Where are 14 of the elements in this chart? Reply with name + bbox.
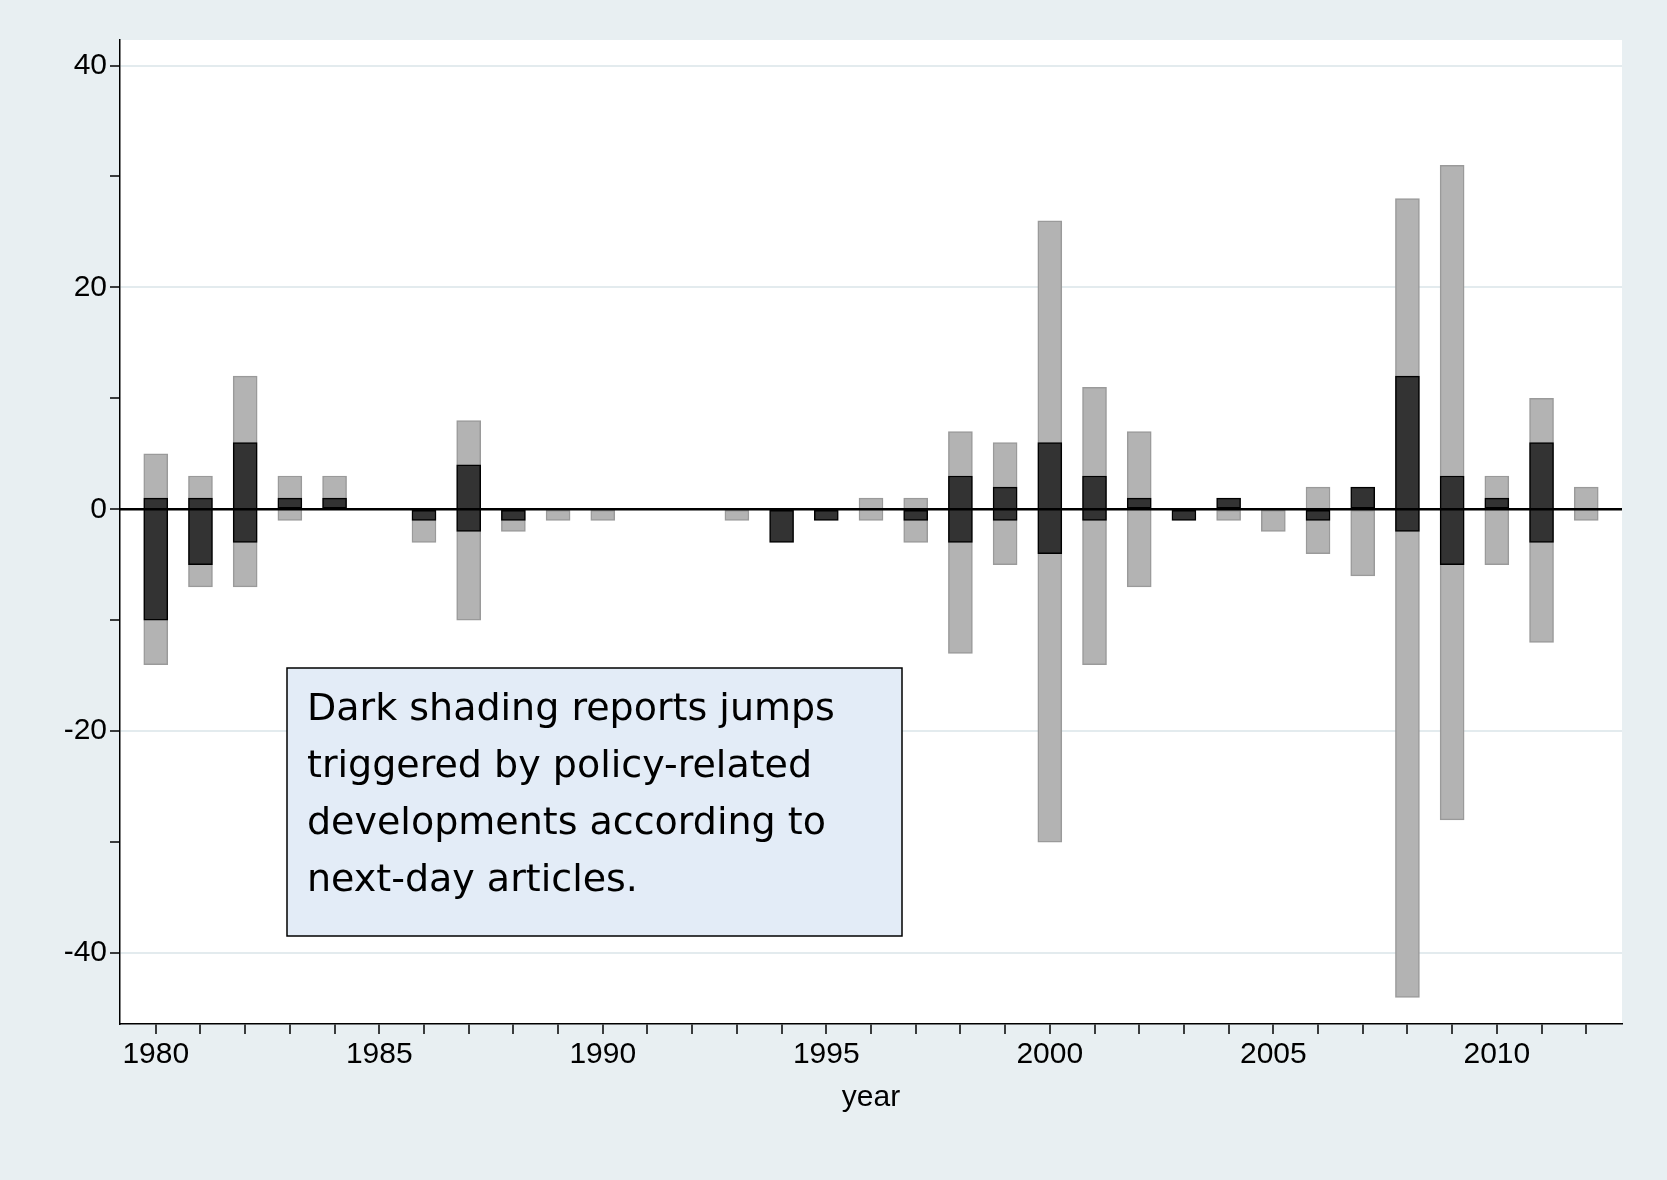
x-axis-title: year [841,1079,901,1113]
y-tick-label: -20 [63,712,107,746]
x-tick-label: 2000 [1016,1036,1084,1070]
x-tick-label: 2005 [1239,1036,1307,1070]
y-tick-label: 20 [73,268,107,302]
y-tick-label: 0 [90,490,107,524]
x-tick-label: 2010 [1463,1036,1531,1070]
y-tick-label: -40 [63,934,107,968]
y-tick-label: 40 [73,46,107,80]
annotation: Dark shading reports jumps triggered by policy-related developments according to next-day articles. [307,684,835,900]
x-tick-label: 1990 [569,1036,637,1070]
x-tick-label: 1995 [792,1036,860,1070]
x-tick-label: 1985 [345,1036,413,1070]
x-tick-label: 1980 [122,1036,190,1070]
